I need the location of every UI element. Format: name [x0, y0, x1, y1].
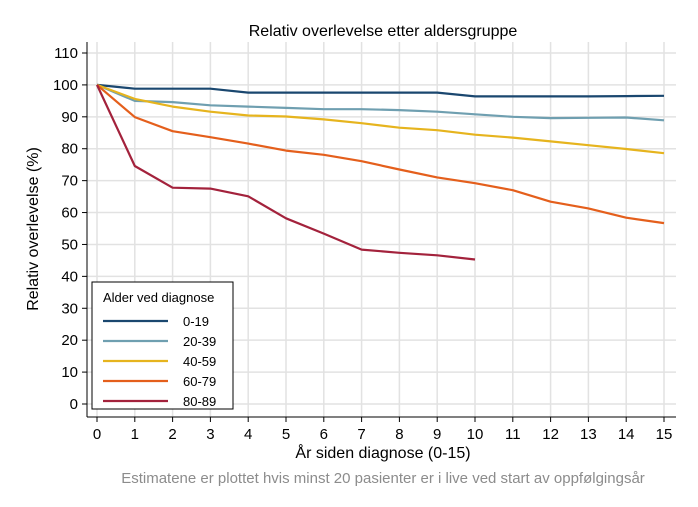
y-tick-label: 50: [61, 236, 78, 253]
x-axis-title: År siden diagnose (0-15): [295, 443, 470, 462]
legend-label-20-39: 20-39: [183, 334, 216, 349]
legend-label-0-19: 0-19: [183, 314, 209, 329]
series-line-20-39: [96, 83, 665, 122]
x-tick-label: 3: [206, 426, 214, 443]
chart-note: Estimatene er plottet hvis minst 20 pasi…: [121, 470, 645, 487]
chart-title: Relativ overlevelse etter aldersgruppe: [249, 23, 518, 40]
x-tick-label: 13: [580, 426, 597, 443]
y-tick-label: 0: [70, 396, 78, 413]
y-tick-label: 30: [61, 300, 78, 317]
x-tick-label: 10: [467, 426, 484, 443]
y-tick-label: 10: [61, 364, 78, 381]
y-tick-label: 90: [61, 109, 78, 126]
y-tick-label: 60: [61, 205, 78, 222]
legend-title: Alder ved diagnose: [103, 290, 214, 305]
y-tick-label: 100: [53, 77, 78, 94]
y-axis-title: Relativ overlevelse (%): [25, 147, 42, 311]
x-tick-label: 7: [357, 426, 365, 443]
y-tick-label: 110: [54, 45, 78, 62]
x-tick-label: 15: [656, 426, 673, 443]
y-tick-label: 20: [61, 332, 78, 349]
y-tick-label: 80: [61, 141, 78, 158]
series-line-0-19: [96, 83, 665, 98]
x-tick-label: 12: [542, 426, 559, 443]
y-tick-label: 70: [61, 173, 78, 190]
legend-label-40-59: 40-59: [183, 354, 216, 369]
x-tick-label: 0: [93, 426, 101, 443]
x-tick-label: 5: [282, 426, 290, 443]
legend-label-60-79: 60-79: [183, 374, 216, 389]
x-tick-label: 1: [131, 426, 139, 443]
series-line-80-89: [96, 84, 476, 261]
x-tick-label: 14: [618, 426, 635, 443]
y-tick-label: 40: [61, 268, 78, 285]
legend: Alder ved diagnose 0-19 20-39 40-59 60-79 80…: [91, 281, 234, 410]
series-line-40-59: [96, 83, 665, 155]
x-tick-label: 6: [320, 426, 328, 443]
x-tick-label: 8: [395, 426, 403, 443]
x-tick-label: 11: [505, 426, 521, 443]
x-tick-label: 9: [433, 426, 441, 443]
series-line-60-79: [96, 84, 665, 225]
legend-label-80-89: 80-89: [183, 394, 216, 409]
x-tick-label: 2: [168, 426, 176, 443]
series-lines: [96, 83, 665, 261]
legend-box: [91, 281, 234, 410]
x-tick-label: 4: [244, 426, 252, 443]
